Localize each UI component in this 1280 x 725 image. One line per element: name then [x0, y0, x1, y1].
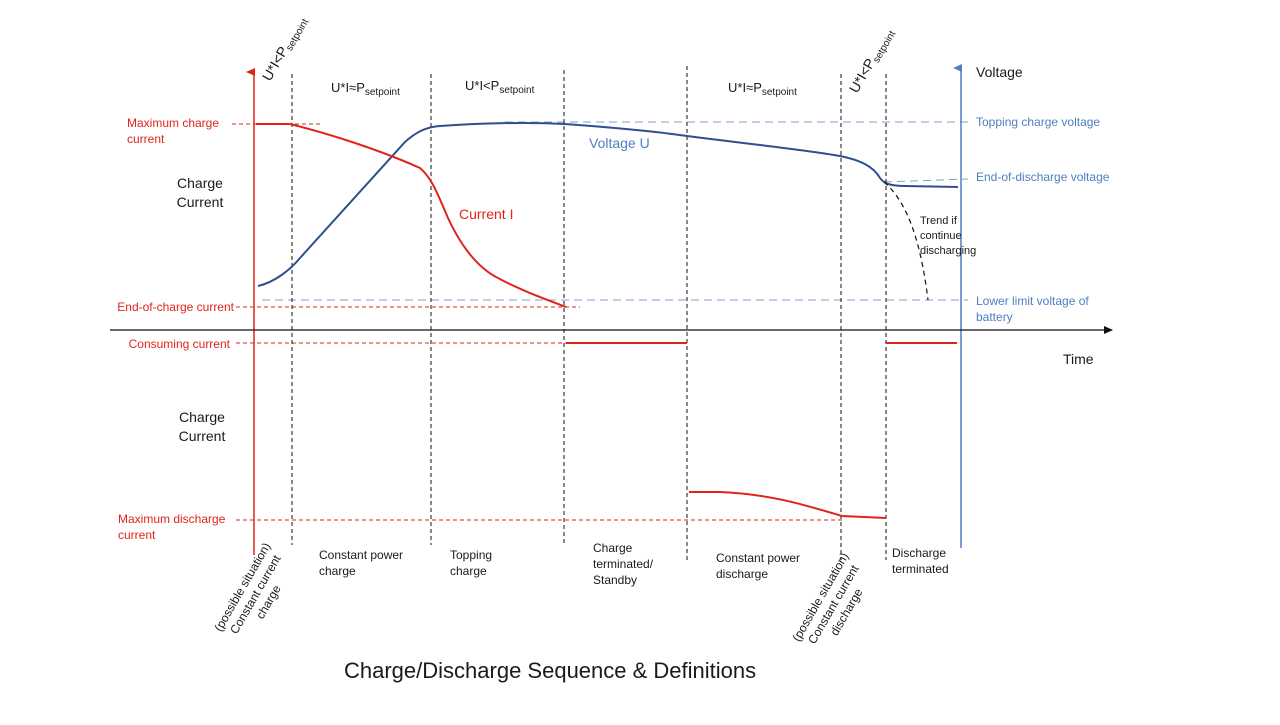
phase-topping: Topping charge — [450, 548, 492, 578]
topping-voltage-label: Topping charge voltage — [976, 115, 1100, 129]
max-charge-label: Maximum charge current — [127, 116, 219, 146]
consuming-label: Consuming current — [129, 337, 231, 351]
phase-discharge-terminated: Discharge terminated — [892, 546, 949, 576]
top-label-topping: U*I<Psetpoint — [465, 78, 535, 96]
top-label-cc-discharge: U*I<Psetpoint — [846, 25, 899, 97]
end-of-discharge-guide — [883, 178, 969, 183]
end-of-discharge-label: End-of-discharge voltage — [976, 170, 1110, 184]
phase-cc-discharge: (possible situation)Constant currentdisc… — [789, 550, 877, 659]
phase-cc-charge: (possible situation)Constant currentchar… — [211, 540, 299, 649]
upper-axis-label: Charge Current — [177, 175, 224, 210]
voltage-axis-label: Voltage — [976, 64, 1023, 80]
max-discharge-label: Maximum discharge current — [118, 512, 226, 542]
phase-standby: Charge terminated/Standby — [593, 541, 654, 587]
current-curve-label: Current I — [459, 206, 513, 222]
voltage-curve-label: Voltage U — [589, 135, 650, 151]
lower-axis-label: Charge Current — [179, 409, 226, 444]
trend-curve — [883, 181, 929, 301]
trend-label: Trend if continue discharging — [920, 215, 976, 257]
diagram-title: Charge/Discharge Sequence & Definitions — [344, 658, 756, 683]
top-label-cp-discharge: U*I≈Psetpoint — [728, 80, 797, 98]
discharge-current-curve — [689, 491, 887, 519]
end-of-charge-label: End-of-charge current — [117, 300, 234, 314]
lower-limit-label: Lower limit voltage of battery — [976, 294, 1089, 324]
top-label-cp-charge: U*I≈Psetpoint — [331, 80, 400, 98]
phase-cp-charge: Constant power charge — [319, 548, 403, 578]
top-label-cc-charge: U*I<Psetpoint — [259, 13, 312, 85]
phase-cp-discharge: Constant power discharge — [716, 551, 800, 581]
voltage-curve — [257, 121, 959, 287]
phase-separators — [291, 66, 887, 560]
charge-current-curve — [256, 123, 567, 308]
time-axis-label: Time — [1063, 351, 1094, 367]
